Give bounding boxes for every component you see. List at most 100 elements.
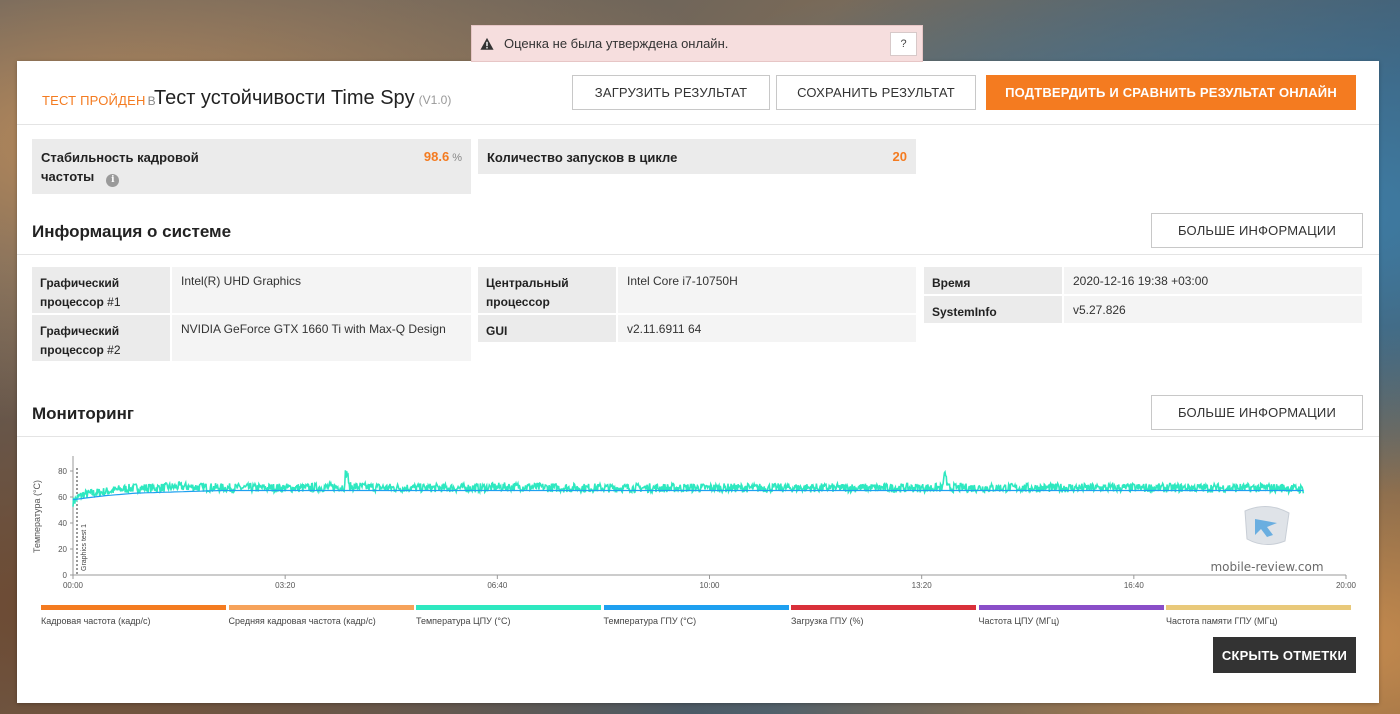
loops-box: Количество запусков в цикле 20 [478, 139, 916, 174]
version-text: (V1.0) [418, 93, 452, 107]
legend-item[interactable]: Частота памяти ГПУ (МГц) [1166, 605, 1351, 626]
monitoring-more-info-button[interactable]: БОЛЬШЕ ИНФОРМАЦИИ [1151, 395, 1363, 430]
legend-item[interactable]: Кадровая частота (кадр/с) [41, 605, 226, 626]
legend-label: Кадровая частота (кадр/с) [41, 616, 151, 626]
time-label: Время [924, 267, 1062, 294]
validate-online-button[interactable]: ПОДТВЕРДИТЬ И СРАВНИТЬ РЕЗУЛЬТАТ ОНЛАЙН [986, 75, 1356, 110]
test-marker-label: Graphics test 1 [81, 524, 88, 571]
gpu1-value: Intel(R) UHD Graphics [172, 267, 471, 313]
gpu1-label-2: процессор [40, 295, 104, 309]
y-axis-label: Температура (°C) [32, 480, 42, 553]
info-row-gpu1: Графический процессор #1 Intel(R) UHD Gra… [32, 267, 471, 313]
gpu1-label-1: Графический [40, 276, 120, 290]
legend-swatch [416, 605, 601, 610]
systeminfo-label: SystemInfo [924, 296, 1062, 323]
gui-value: v2.11.6911 64 [618, 315, 916, 342]
x-tick-label: 16:40 [1124, 581, 1145, 590]
info-row-systeminfo: SystemInfo v5.27.826 [924, 296, 1362, 323]
info-row-cpu: Центральный процессор Intel Core i7-10750… [478, 267, 916, 313]
status-suffix: В [147, 94, 156, 108]
load-result-button[interactable]: ЗАГРУЗИТЬ РЕЗУЛЬТАТ [572, 75, 770, 110]
legend-label: Загрузка ГПУ (%) [791, 616, 864, 626]
time-value: 2020-12-16 19:38 +03:00 [1064, 267, 1362, 294]
y-tick-label: 20 [58, 545, 67, 554]
gpu2-value: NVIDIA GeForce GTX 1660 Ti with Max-Q De… [172, 315, 471, 361]
section-divider [17, 254, 1379, 255]
legend-swatch [228, 605, 414, 610]
stability-unit: % [452, 152, 462, 164]
x-tick-label: 03:20 [275, 581, 296, 590]
legend-label: Средняя кадровая частота (кадр/с) [228, 616, 376, 626]
status-text: ТЕСТ ПРОЙДЕН [42, 93, 146, 108]
legend-label: Частота ЦПУ (МГц) [978, 616, 1060, 626]
legend-swatch [603, 605, 789, 610]
y-tick-label: 60 [58, 493, 67, 502]
cpu-value: Intel Core i7-10750H [618, 267, 916, 313]
info-icon[interactable]: i [106, 174, 120, 187]
hide-markers-button[interactable]: СКРЫТЬ ОТМЕТКИ [1213, 637, 1356, 673]
legend-item[interactable]: Частота ЦПУ (МГц) [978, 605, 1164, 626]
cpu-label-1: Центральный [486, 276, 569, 290]
legend-label: Температура ГПУ (°C) [603, 616, 697, 626]
gpu1-num: #1 [107, 295, 121, 309]
system-more-info-button[interactable]: БОЛЬШЕ ИНФОРМАЦИИ [1151, 213, 1363, 248]
help-button[interactable]: ? [890, 32, 917, 56]
series-line-cpu-temp [72, 469, 1305, 507]
loops-value: 20 [892, 149, 907, 164]
y-tick-label: 40 [58, 519, 67, 528]
series-line-gpu-temp [72, 489, 1304, 501]
legend-swatch [41, 605, 226, 610]
test-status: ТЕСТ ПРОЙДЕН В [42, 93, 156, 108]
info-row-gui: GUI v2.11.6911 64 [478, 315, 916, 342]
gpu2-label: Графический процессор #2 [32, 315, 170, 361]
stability-label: Стабильность кадровой частоты i [41, 148, 199, 187]
result-header: ТЕСТ ПРОЙДЕН В Тест устойчивости Time Spy… [17, 61, 1379, 125]
save-result-button[interactable]: СОХРАНИТЬ РЕЗУЛЬТАТ [776, 75, 976, 110]
gpu2-num: #2 [107, 343, 121, 357]
chart-legend: Кадровая частота (кадр/с) Средняя кадрова… [41, 605, 1354, 626]
alert-text: Оценка не была утверждена онлайн. [504, 36, 729, 51]
monitoring-title: Мониторинг [32, 404, 134, 423]
systeminfo-value: v5.27.826 [1064, 296, 1362, 323]
legend-swatch [791, 605, 976, 610]
system-info-title: Информация о системе [32, 222, 232, 241]
watermark-logo-icon [1244, 506, 1290, 545]
x-tick-label: 20:00 [1336, 581, 1357, 590]
warning-icon [480, 37, 494, 50]
section-divider [17, 436, 1379, 437]
page-title: Тест устойчивости Time Spy (V1.0) [154, 87, 451, 110]
stability-number: 98.6 [423, 149, 450, 164]
y-tick-label: 80 [58, 467, 67, 476]
chart-svg: 0 20 40 60 80 Температура (°C) 00:00 03:20 06:40… [32, 456, 1357, 590]
legend-item[interactable]: Загрузка ГПУ (%) [791, 605, 976, 626]
legend-item[interactable]: Температура ГПУ (°C) [603, 605, 789, 626]
watermark: mobile-review.com [1207, 501, 1327, 574]
result-panel: ТЕСТ ПРОЙДЕН В Тест устойчивости Time Spy… [17, 61, 1379, 703]
legend-item[interactable]: Средняя кадровая частота (кадр/с) [228, 605, 414, 626]
gpu1-label: Графический процессор #1 [32, 267, 170, 313]
y-tick-label: 0 [63, 571, 68, 580]
legend-label: Частота памяти ГПУ (МГц) [1166, 616, 1278, 626]
info-row-gpu2: Графический процессор #2 NVIDIA GeForce G… [32, 315, 471, 361]
legend-swatch [1166, 605, 1351, 610]
x-tick-label: 06:40 [487, 581, 508, 590]
cpu-label: Центральный процессор [478, 267, 616, 313]
legend-item[interactable]: Температура ЦПУ (°C) [416, 605, 601, 626]
x-tick-label: 10:00 [699, 581, 720, 590]
gpu2-label-1: Графический [40, 324, 120, 338]
cpu-label-2: процессор [486, 295, 550, 309]
legend-label: Температура ЦПУ (°C) [416, 616, 511, 626]
validation-alert: Оценка не была утверждена онлайн. ? [471, 25, 923, 62]
info-row-time: Время 2020-12-16 19:38 +03:00 [924, 267, 1362, 294]
legend-swatch [978, 605, 1164, 610]
x-tick-label: 00:00 [63, 581, 84, 590]
x-tick-label: 13:20 [912, 581, 933, 590]
stability-label-line2: частоты [41, 169, 95, 184]
loops-label: Количество запусков в цикле [487, 150, 678, 165]
stability-box: Стабильность кадровой частоты i 98.6% [32, 139, 471, 194]
stability-value: 98.6% [424, 149, 462, 164]
stability-label-line1: Стабильность кадровой [41, 150, 199, 165]
monitoring-chart[interactable]: 0 20 40 60 80 Температура (°C) 00:00 03:20 06:40… [32, 448, 1372, 608]
watermark-text: mobile-review.com [1210, 560, 1324, 574]
gpu2-label-2: процессор [40, 343, 104, 357]
